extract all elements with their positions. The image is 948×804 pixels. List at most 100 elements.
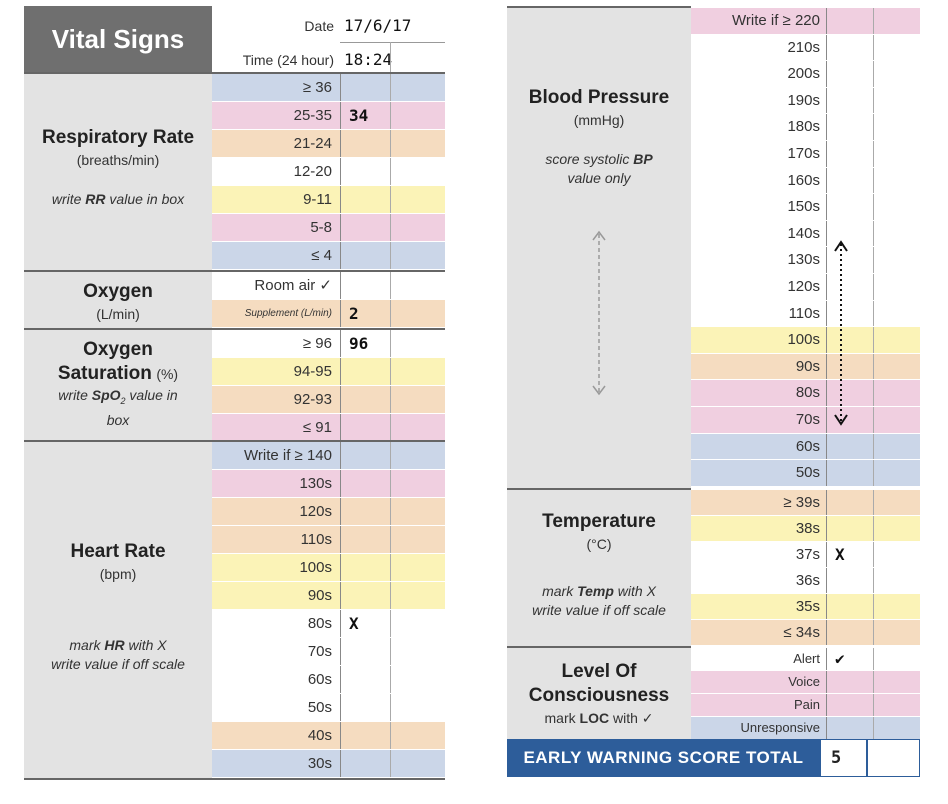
loc-mark[interactable]: ✔	[826, 648, 873, 670]
temp-cell[interactable]	[826, 620, 873, 645]
bp-row[interactable]: 140s	[691, 220, 920, 248]
bp-cell[interactable]	[873, 300, 920, 327]
loc-row[interactable]: Alert ✔	[691, 648, 920, 671]
bp-cell[interactable]	[873, 460, 920, 486]
hr-row-80s[interactable]: 80s X	[212, 610, 445, 638]
temp-cell[interactable]	[826, 594, 873, 619]
bp-row[interactable]: 130s	[691, 247, 920, 274]
bp-cell[interactable]	[873, 61, 920, 87]
rr-row-36[interactable]: ≥ 36	[212, 74, 445, 102]
bp-cell[interactable]	[826, 247, 873, 273]
spo2-row-96[interactable]: ≥ 96 96	[212, 330, 445, 358]
bp-cell[interactable]	[873, 327, 920, 353]
bp-cell[interactable]	[873, 247, 920, 273]
bp-row[interactable]: 80s	[691, 380, 920, 407]
hr-row-110s[interactable]: 110s	[212, 526, 445, 554]
rr-row-5-8[interactable]: 5-8	[212, 214, 445, 242]
bp-cell[interactable]	[873, 141, 920, 167]
rr-mark[interactable]: 34	[340, 102, 390, 129]
bp-cell[interactable]	[826, 114, 873, 140]
bp-row[interactable]: 160s	[691, 167, 920, 195]
bp-cell[interactable]	[826, 87, 873, 114]
loc-cell[interactable]	[873, 694, 920, 716]
bp-cell[interactable]	[826, 460, 873, 486]
bp-cell[interactable]	[873, 167, 920, 194]
bp-row[interactable]: 90s	[691, 353, 920, 381]
spo2-row-94-95[interactable]: 94-95	[212, 358, 445, 386]
temp-row[interactable]: ≥ 39s	[691, 490, 920, 516]
bp-row[interactable]: 120s	[691, 274, 920, 301]
bp-row[interactable]: 200s	[691, 61, 920, 88]
temp-cell[interactable]	[826, 490, 873, 515]
bp-cell[interactable]	[826, 194, 873, 220]
early-warning-score-empty-cell[interactable]	[867, 739, 920, 777]
bp-row[interactable]: 150s	[691, 194, 920, 221]
temp-cell[interactable]	[873, 542, 920, 567]
bp-cell[interactable]	[826, 8, 873, 34]
spo2-row-92-93[interactable]: 92-93	[212, 386, 445, 414]
temp-row[interactable]: ≤ 34s	[691, 620, 920, 646]
rr-row-21-24[interactable]: 21-24	[212, 130, 445, 158]
bp-cell[interactable]	[873, 194, 920, 220]
bp-cell[interactable]	[826, 274, 873, 300]
temp-cell[interactable]	[873, 516, 920, 541]
bp-row[interactable]: 170s	[691, 141, 920, 168]
loc-cell[interactable]	[873, 717, 920, 740]
temp-row[interactable]: 38s	[691, 516, 920, 542]
bp-cell[interactable]	[826, 34, 873, 61]
early-warning-score-value[interactable]: 5	[820, 739, 867, 777]
loc-row[interactable]: Unresponsive	[691, 717, 920, 741]
temp-row[interactable]: 36s	[691, 568, 920, 594]
temp-cell[interactable]	[873, 620, 920, 645]
hr-row-40s[interactable]: 40s	[212, 722, 445, 750]
spo2-mark[interactable]: 96	[340, 330, 390, 357]
bp-cell[interactable]	[826, 220, 873, 247]
rr-row-12-20[interactable]: 12-20	[212, 158, 445, 186]
loc-row[interactable]: Pain	[691, 694, 920, 717]
spo2-row-91[interactable]: ≤ 91	[212, 414, 445, 442]
hr-row-50s[interactable]: 50s	[212, 694, 445, 722]
bp-cell[interactable]	[826, 407, 873, 433]
rr-row-9-11[interactable]: 9-11	[212, 186, 445, 214]
hr-row-70s[interactable]: 70s	[212, 638, 445, 666]
bp-cell[interactable]	[873, 220, 920, 247]
temp-cell[interactable]	[826, 516, 873, 541]
bp-cell[interactable]	[873, 407, 920, 433]
bp-cell[interactable]	[826, 61, 873, 87]
bp-row[interactable]: 110s	[691, 300, 920, 328]
loc-cell[interactable]	[826, 717, 873, 740]
bp-cell[interactable]	[826, 141, 873, 167]
bp-cell[interactable]	[826, 167, 873, 194]
bp-cell[interactable]	[826, 380, 873, 406]
loc-row[interactable]: Voice	[691, 671, 920, 694]
oxygen-row-room-air[interactable]: Room air ✓	[212, 272, 445, 300]
temp-cell[interactable]	[873, 594, 920, 619]
hr-row-30s[interactable]: 30s	[212, 750, 445, 778]
bp-cell[interactable]	[873, 8, 920, 34]
hr-row-90s[interactable]: 90s	[212, 582, 445, 610]
temp-mark[interactable]: X	[826, 542, 873, 567]
loc-cell[interactable]	[873, 648, 920, 670]
bp-row[interactable]: 100s	[691, 327, 920, 354]
bp-row[interactable]: 60s	[691, 433, 920, 461]
bp-row[interactable]: 70s	[691, 407, 920, 434]
bp-cell[interactable]	[873, 114, 920, 140]
hr-mark[interactable]: X	[340, 610, 390, 637]
bp-row[interactable]: 50s	[691, 460, 920, 487]
hr-row-130s[interactable]: 130s	[212, 470, 445, 498]
time-value[interactable]: 18:24	[344, 50, 393, 69]
bp-cell[interactable]	[826, 300, 873, 327]
bp-row[interactable]: 180s	[691, 114, 920, 141]
bp-cell[interactable]	[873, 274, 920, 300]
hr-row-140[interactable]: Write if ≥ 140	[212, 442, 445, 470]
hr-row-120s[interactable]: 120s	[212, 498, 445, 526]
bp-cell[interactable]	[826, 327, 873, 353]
loc-cell[interactable]	[826, 694, 873, 716]
temp-cell[interactable]	[873, 490, 920, 515]
temp-cell[interactable]	[826, 568, 873, 593]
bp-cell[interactable]	[873, 380, 920, 406]
bp-cell[interactable]	[873, 87, 920, 114]
bp-row[interactable]: Write if ≥ 220	[691, 8, 920, 35]
bp-cell[interactable]	[873, 353, 920, 380]
hr-row-60s[interactable]: 60s	[212, 666, 445, 694]
